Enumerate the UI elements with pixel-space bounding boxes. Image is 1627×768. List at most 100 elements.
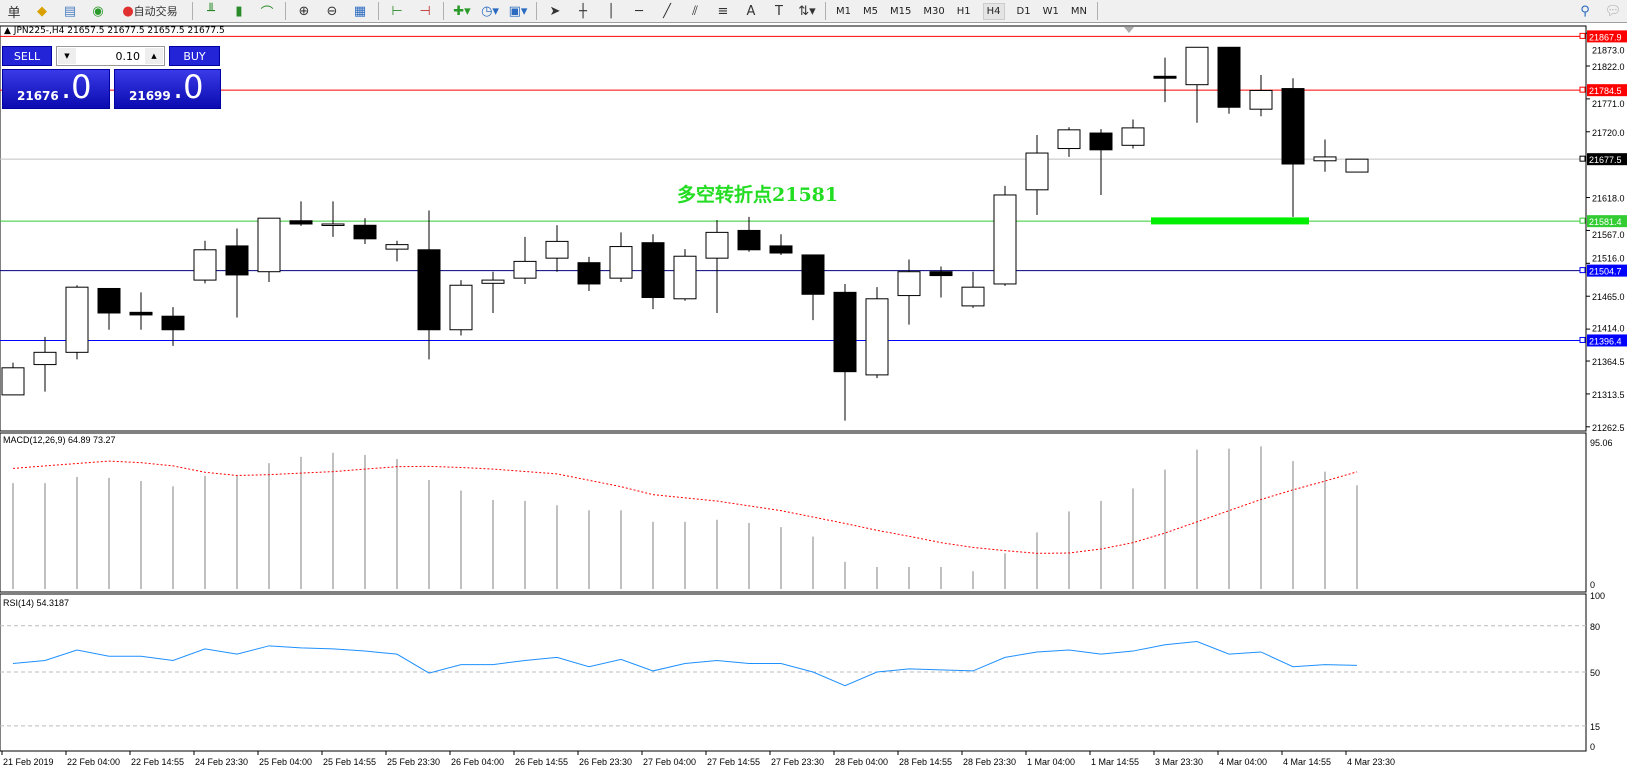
navigator-icon[interactable]: ▤ bbox=[63, 3, 77, 19]
time-label: 24 Feb 23:30 bbox=[195, 757, 248, 767]
autotrade-label: 自动交易 bbox=[133, 5, 178, 18]
chat-icon[interactable]: 💬︎ bbox=[1604, 3, 1622, 19]
shift-marker-icon bbox=[1124, 27, 1134, 33]
sell-price-big: 21676 bbox=[17, 89, 59, 103]
candlestick-icon[interactable]: ▮ bbox=[235, 3, 243, 19]
separator bbox=[192, 2, 193, 20]
fibonacci-icon[interactable]: ⫽ bbox=[692, 3, 698, 19]
separator bbox=[443, 2, 444, 20]
sell-price-button[interactable]: 21676.0 bbox=[2, 68, 110, 109]
indicators-icon[interactable]: ✚▾ bbox=[453, 3, 471, 19]
zoom-out-icon[interactable]: ⊖ bbox=[326, 3, 338, 19]
lot-size-input[interactable]: 0.10 bbox=[115, 50, 141, 63]
candle bbox=[929, 271, 953, 277]
candle bbox=[417, 249, 441, 331]
rsi-line bbox=[12, 640, 1358, 687]
candle bbox=[33, 351, 57, 366]
candle bbox=[193, 249, 217, 281]
time-label: 4 Mar 04:00 bbox=[1219, 757, 1267, 767]
candle bbox=[225, 245, 249, 276]
autoscroll-icon[interactable]: ⊣ bbox=[419, 3, 431, 19]
candle bbox=[129, 311, 153, 316]
price-tick-label: 21516.0 bbox=[1592, 254, 1625, 264]
time-label: 27 Feb 23:30 bbox=[771, 757, 824, 767]
zoom-in-icon[interactable]: ⊕ bbox=[298, 3, 310, 19]
timeframe-m1[interactable]: M1 bbox=[836, 5, 851, 17]
candle bbox=[385, 244, 409, 250]
rsi-tick: 80 bbox=[1590, 622, 1600, 632]
timeframe-m5[interactable]: M5 bbox=[863, 5, 878, 17]
timeframe-m15[interactable]: M15 bbox=[890, 5, 912, 17]
time-label: 25 Feb 14:55 bbox=[323, 757, 376, 767]
candle bbox=[769, 245, 793, 254]
price-tick-label: 21313.5 bbox=[1592, 390, 1625, 400]
timeframe-w1[interactable]: W1 bbox=[1042, 5, 1059, 17]
trendline-icon[interactable]: ╱ bbox=[663, 3, 671, 19]
cursor-icon[interactable]: ➤ bbox=[549, 3, 561, 19]
timeframe-h1[interactable]: H1 bbox=[956, 5, 971, 17]
market-watch-icon[interactable]: ◆ bbox=[37, 3, 47, 19]
text-icon[interactable]: A bbox=[746, 3, 756, 19]
candle bbox=[449, 284, 473, 331]
time-label: 28 Feb 23:30 bbox=[963, 757, 1016, 767]
candle bbox=[65, 286, 89, 353]
candle bbox=[1, 367, 25, 396]
time-label: 26 Feb 14:55 bbox=[515, 757, 568, 767]
price-label: 21677.5 bbox=[1589, 155, 1622, 165]
lot-decrease-icon[interactable]: ▼ bbox=[58, 48, 76, 64]
bar-chart-icon[interactable]: ╨ bbox=[207, 3, 215, 19]
time-label: 27 Feb 14:55 bbox=[707, 757, 760, 767]
crosshair-icon[interactable]: ┼ bbox=[579, 3, 587, 19]
price-tick-label: 21414.0 bbox=[1592, 323, 1625, 333]
time-label: 28 Feb 14:55 bbox=[899, 757, 952, 767]
candle bbox=[641, 242, 665, 299]
horizontal-line-icon[interactable]: ─ bbox=[635, 3, 643, 19]
time-label: 26 Feb 04:00 bbox=[451, 757, 504, 767]
price-label: 21396.4 bbox=[1589, 336, 1622, 346]
candle bbox=[1057, 129, 1081, 150]
text-label-icon[interactable]: T bbox=[775, 3, 783, 19]
time-label: 27 Feb 04:00 bbox=[643, 757, 696, 767]
lot-size-stepper[interactable]: ▼ 0.10 ▲ bbox=[56, 46, 165, 66]
level-handle bbox=[1579, 86, 1586, 93]
candle bbox=[897, 271, 921, 297]
candle bbox=[321, 223, 345, 226]
buy-price-big: 21699 bbox=[129, 89, 171, 103]
level-handle bbox=[1579, 267, 1586, 274]
time-label: 4 Mar 23:30 bbox=[1347, 757, 1395, 767]
search-icon[interactable]: ⚲ bbox=[1580, 3, 1590, 19]
price-label: 21504.7 bbox=[1589, 267, 1622, 277]
candle bbox=[97, 287, 121, 314]
signals-icon[interactable]: ◉ bbox=[92, 3, 104, 19]
chart-canvas[interactable]: 21873.0 21822.0 21771.0 21720.0 21618.0 21567… bbox=[0, 24, 1627, 768]
vertical-line-icon[interactable]: │ bbox=[607, 3, 615, 19]
price-label-bg bbox=[1587, 264, 1627, 277]
templates-icon[interactable]: ▣▾ bbox=[508, 3, 528, 19]
new-order-button[interactable]: 单 bbox=[7, 5, 21, 21]
arrows-icon[interactable]: ⇅▾ bbox=[798, 3, 816, 19]
chart-shift-icon[interactable]: ⊢ bbox=[391, 3, 403, 19]
time-label: 3 Mar 23:30 bbox=[1155, 757, 1203, 767]
price-tick-label: 21465.0 bbox=[1592, 292, 1625, 302]
candle bbox=[257, 217, 281, 273]
time-label: 25 Feb 04:00 bbox=[259, 757, 312, 767]
timeframe-h4[interactable]: H4 bbox=[982, 2, 1005, 20]
level-handle bbox=[1579, 217, 1586, 224]
buy-price-button[interactable]: 21699.0 bbox=[114, 68, 221, 109]
line-chart-icon[interactable]: ⌒ bbox=[260, 5, 274, 21]
timeframe-m30[interactable]: M30 bbox=[923, 5, 945, 17]
timeframe-mn[interactable]: MN bbox=[1070, 5, 1087, 17]
periods-icon[interactable]: ◷▾ bbox=[481, 3, 499, 19]
sell-price-small: .0 bbox=[61, 68, 92, 106]
timeframe-d1[interactable]: D1 bbox=[1016, 5, 1031, 17]
buy-button[interactable]: BUY bbox=[169, 46, 220, 66]
candle bbox=[577, 262, 601, 285]
lot-increase-icon[interactable]: ▲ bbox=[145, 48, 163, 64]
fibo-fan-icon[interactable]: ≡ bbox=[717, 3, 729, 19]
tile-windows-icon[interactable]: ▦ bbox=[353, 3, 367, 19]
sell-button[interactable]: SELL bbox=[2, 46, 52, 66]
autotrade-button[interactable]: ● 自动交易 bbox=[115, 1, 185, 21]
chart-title-text: JPN225-,H4 21657.5 21677.5 21657.5 21677… bbox=[13, 26, 225, 36]
pivot-annotation: 多空转折点21581 bbox=[677, 184, 839, 206]
collapse-triangle-icon[interactable]: ▲ bbox=[4, 26, 14, 36]
